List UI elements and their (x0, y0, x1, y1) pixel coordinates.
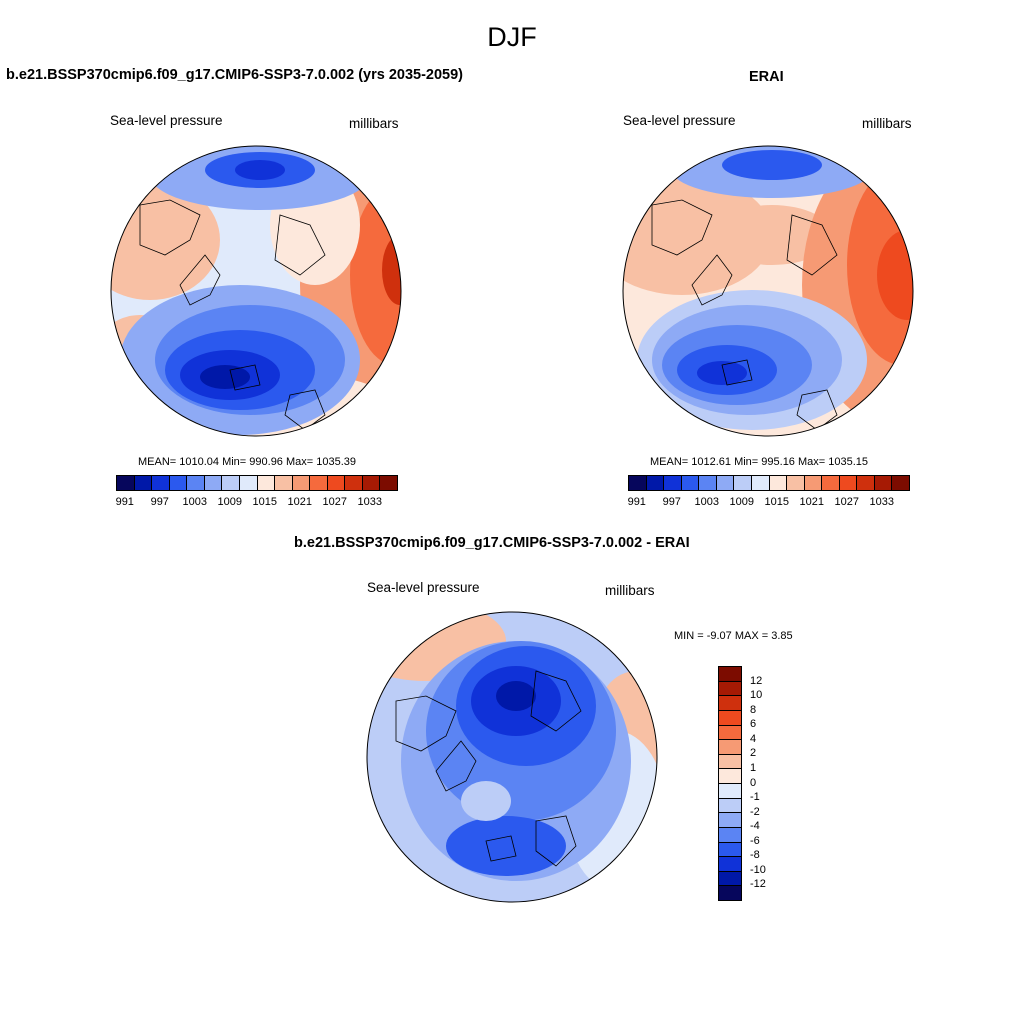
colorbar-tick-label: 1003 (694, 496, 719, 508)
colorbar-tick-label: 1027 (322, 496, 347, 508)
colorbar-tick-label: -12 (750, 878, 766, 891)
colorbar-tick-label: -1 (750, 791, 760, 804)
colorbar-tick-label: 8 (750, 703, 757, 716)
colorbar-swatch (719, 798, 741, 814)
diff-panel-title: b.e21.BSSP370cmip6.f09_g17.CMIP6-SSP3-7.… (294, 535, 690, 551)
colorbar-swatch (719, 710, 741, 726)
obs-stats: MEAN= 1012.61 Min= 995.16 Max= 1035.15 (650, 456, 869, 468)
colorbar-swatch (117, 476, 135, 490)
colorbar-swatch (152, 476, 170, 490)
colorbar-swatch (719, 827, 741, 843)
colorbar-swatch (719, 769, 741, 784)
colorbar-swatch (719, 681, 741, 697)
colorbar-tick-label: -10 (750, 863, 766, 876)
colorbar-swatch (345, 476, 363, 490)
colorbar-tick-label: 10 (750, 689, 763, 702)
obs-units-label: millibars (862, 116, 912, 131)
colorbar-swatch (134, 476, 153, 490)
colorbar-swatch (719, 842, 741, 858)
colorbar-tick-label: -6 (750, 834, 760, 847)
colorbar-swatch (787, 476, 805, 490)
colorbar-tick-label: 6 (750, 718, 757, 731)
colorbar-tick-label: -4 (750, 820, 760, 833)
colorbar-tick-label: 991 (115, 496, 134, 508)
colorbar-swatch (719, 667, 741, 682)
colorbar-swatch (719, 784, 741, 799)
colorbar-swatch (646, 476, 665, 490)
colorbar-swatch (719, 696, 741, 711)
colorbar-swatch (857, 476, 875, 490)
colorbar-tick-label: 1021 (799, 496, 824, 508)
colorbar-tick-label: 1015 (252, 496, 277, 508)
model-polar-map (110, 145, 402, 437)
colorbar-swatch (719, 725, 741, 741)
page-title: DJF (487, 22, 537, 52)
colorbar-tick-label: 4 (750, 732, 757, 745)
colorbar-swatch (239, 476, 258, 490)
colorbar-tick-label: 1033 (357, 496, 382, 508)
colorbar-tick-label: 1 (750, 761, 757, 774)
colorbar-tick-label: -8 (750, 849, 760, 862)
colorbar-tick-label: 12 (750, 674, 763, 687)
colorbar-tick-label: 2 (750, 747, 757, 760)
obs-colorbar (628, 475, 910, 491)
colorbar-swatch (362, 476, 381, 490)
model-variable-label: Sea-level pressure (110, 113, 223, 128)
colorbar-tick-label: 1009 (729, 496, 754, 508)
colorbar-swatch (257, 476, 276, 490)
diff-units-label: millibars (605, 583, 655, 598)
obs-polar-map (622, 145, 914, 437)
colorbar-swatch (664, 476, 682, 490)
colorbar-swatch (327, 476, 346, 490)
diff-stats: MIN = -9.07 MAX = 3.85 (674, 630, 793, 642)
obs-variable-label: Sea-level pressure (623, 113, 736, 128)
colorbar-swatch (719, 754, 741, 770)
colorbar-swatch (629, 476, 647, 490)
colorbar-swatch (380, 476, 397, 490)
colorbar-tick-label: -2 (750, 805, 760, 818)
colorbar-swatch (204, 476, 223, 490)
colorbar-swatch (734, 476, 752, 490)
colorbar-swatch (769, 476, 788, 490)
colorbar-tick-label: 1021 (287, 496, 312, 508)
colorbar-swatch (187, 476, 205, 490)
diff-polar-map (366, 611, 658, 903)
model-panel-title: b.e21.BSSP370cmip6.f09_g17.CMIP6-SSP3-7.… (6, 67, 464, 83)
model-units-label: millibars (349, 116, 399, 131)
colorbar-swatch (719, 813, 741, 828)
colorbar-swatch (839, 476, 858, 490)
colorbar-swatch (699, 476, 717, 490)
colorbar-swatch (719, 740, 741, 755)
colorbar-tick-label: 0 (750, 776, 757, 789)
colorbar-tick-label: 1033 (869, 496, 894, 508)
colorbar-tick-label: 1003 (182, 496, 207, 508)
colorbar-tick-label: 991 (627, 496, 646, 508)
colorbar-swatch (822, 476, 840, 490)
colorbar-swatch (892, 476, 909, 490)
colorbar-swatch (292, 476, 311, 490)
colorbar-swatch (275, 476, 293, 490)
colorbar-tick-label: 997 (662, 496, 681, 508)
model-colorbar (116, 475, 398, 491)
colorbar-tick-label: 1027 (834, 496, 859, 508)
colorbar-swatch (681, 476, 700, 490)
diff-variable-label: Sea-level pressure (367, 580, 480, 595)
colorbar-tick-label: 1015 (764, 496, 789, 508)
obs-panel-title: ERAI (749, 69, 784, 85)
model-stats: MEAN= 1010.04 Min= 990.96 Max= 1035.39 (138, 456, 357, 468)
colorbar-swatch (719, 857, 741, 872)
colorbar-swatch (222, 476, 240, 490)
colorbar-swatch (719, 886, 741, 900)
colorbar-swatch (874, 476, 893, 490)
diff-colorbar (718, 666, 742, 901)
colorbar-swatch (719, 871, 741, 887)
colorbar-swatch (169, 476, 188, 490)
colorbar-swatch (751, 476, 770, 490)
colorbar-tick-label: 997 (150, 496, 169, 508)
colorbar-swatch (716, 476, 735, 490)
colorbar-swatch (804, 476, 823, 490)
colorbar-swatch (310, 476, 328, 490)
colorbar-tick-label: 1009 (217, 496, 242, 508)
